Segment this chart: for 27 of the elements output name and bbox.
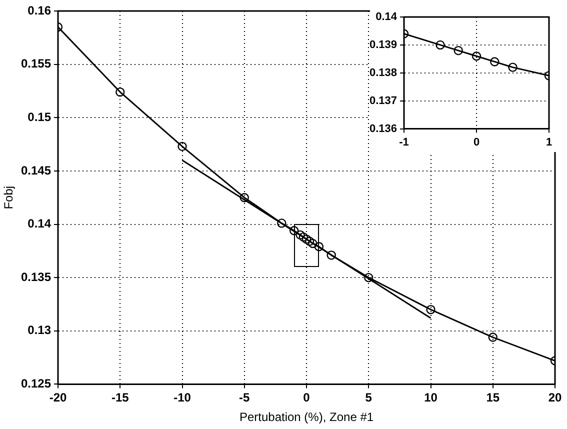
x-tick-label: 0 — [303, 390, 310, 405]
y-tick-label: 0.125 — [20, 376, 52, 391]
x-tick-label: -20 — [49, 390, 67, 405]
x-tick-label: 20 — [548, 390, 562, 405]
y-tick-label: 0.145 — [20, 163, 52, 178]
x-tick-label: 15 — [486, 390, 500, 405]
x-tick-label: 10 — [424, 390, 438, 405]
y-tick-label: 0.14 — [28, 216, 52, 231]
x-tick-label: 1 — [546, 136, 552, 148]
y-tick-label: 0.16 — [28, 3, 52, 18]
y-tick-label: 0.138 — [369, 66, 397, 79]
y-tick-label: 0.155 — [20, 56, 52, 71]
x-tick-label: -15 — [111, 390, 130, 405]
y-axis-title: Fobj — [2, 186, 16, 210]
y-tick-label: 0.13 — [28, 323, 52, 338]
y-tick-label: 0.136 — [369, 122, 397, 135]
y-tick-label: 0.137 — [369, 94, 397, 107]
x-tick-label: -1 — [399, 136, 409, 148]
x-tick-label: -5 — [239, 390, 250, 405]
x-tick-label: 5 — [365, 390, 372, 405]
x-axis-title: Pertubation (%), Zone #1 — [239, 410, 374, 424]
y-tick-label: 0.135 — [20, 270, 52, 284]
y-tick-label: 0.139 — [369, 38, 397, 51]
y-tick-label: 0.14 — [376, 11, 398, 24]
x-tick-label: -10 — [174, 390, 192, 405]
y-tick-label: 0.15 — [28, 110, 52, 124]
x-tick-label: 0 — [473, 136, 480, 148]
